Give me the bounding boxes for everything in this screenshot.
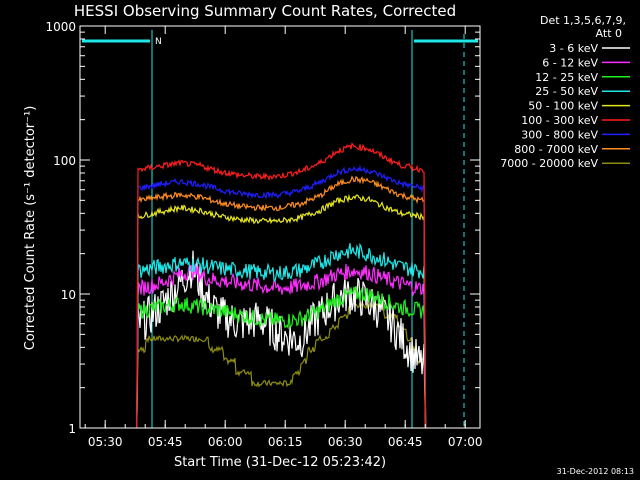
series-line-300-800-kev (136, 164, 427, 429)
series-line-7000-20000-kev (136, 301, 427, 429)
footer-timestamp: 31-Dec-2012 08:13 (557, 467, 634, 476)
x-tick-label: 06:30 (328, 435, 363, 449)
series-line-800-7000-kev (136, 175, 427, 429)
plot-frame (79, 25, 481, 429)
legend-label: 800 - 7000 keV (514, 143, 598, 156)
legend-label: 12 - 25 keV (535, 71, 598, 84)
series-line-25-50-kev (136, 242, 427, 429)
series-line-6-12-kev (136, 263, 427, 429)
x-tick-label: 07:00 (448, 435, 483, 449)
y-axis-label: Corrected Count Rate (s⁻¹ detector⁻¹) (23, 106, 38, 351)
y-tick-label: 1 (68, 422, 76, 436)
y-tick-label: 10 (61, 288, 76, 302)
legend-label: 25 - 50 keV (535, 85, 598, 98)
plot-area: N (82, 30, 478, 429)
y-axis: 1 10 100 1000 (45, 20, 480, 436)
x-tick-label: 05:45 (148, 435, 183, 449)
x-tick-label: 06:15 (268, 435, 303, 449)
series-line-50-100-kev (136, 193, 427, 429)
legend-label: 3 - 6 keV (549, 42, 598, 55)
x-tick-label: 06:00 (208, 435, 243, 449)
series-line-3-6-kev (136, 250, 427, 429)
x-tick-label: 05:30 (88, 435, 123, 449)
legend-label: 50 - 100 keV (528, 100, 598, 113)
night-bar-label: N (155, 37, 162, 47)
x-tick-label: 06:45 (388, 435, 423, 449)
chart-title: HESSI Observing Summary Count Rates, Cor… (74, 2, 456, 20)
legend-label: 6 - 12 keV (542, 56, 598, 69)
legend-label: 100 - 300 keV (521, 114, 598, 127)
x-axis: 05:30 05:45 06:00 06:15 06:30 06:45 07:00 (84, 26, 483, 449)
series-line-12-25-kev (136, 286, 427, 429)
legend-header-line-1: Det 1,3,5,6,7,9, (540, 14, 626, 27)
legend-header-line-2: Att 0 (596, 27, 622, 40)
legend-label: 7000 - 20000 keV (500, 157, 598, 170)
x-axis-label: Start Time (31-Dec-12 05:23:42) (174, 455, 386, 470)
series-line-100-300-kev (136, 142, 427, 429)
y-tick-label: 100 (53, 154, 76, 168)
y-tick-label: 1000 (45, 20, 76, 34)
legend-label: 300 - 800 keV (521, 128, 598, 141)
